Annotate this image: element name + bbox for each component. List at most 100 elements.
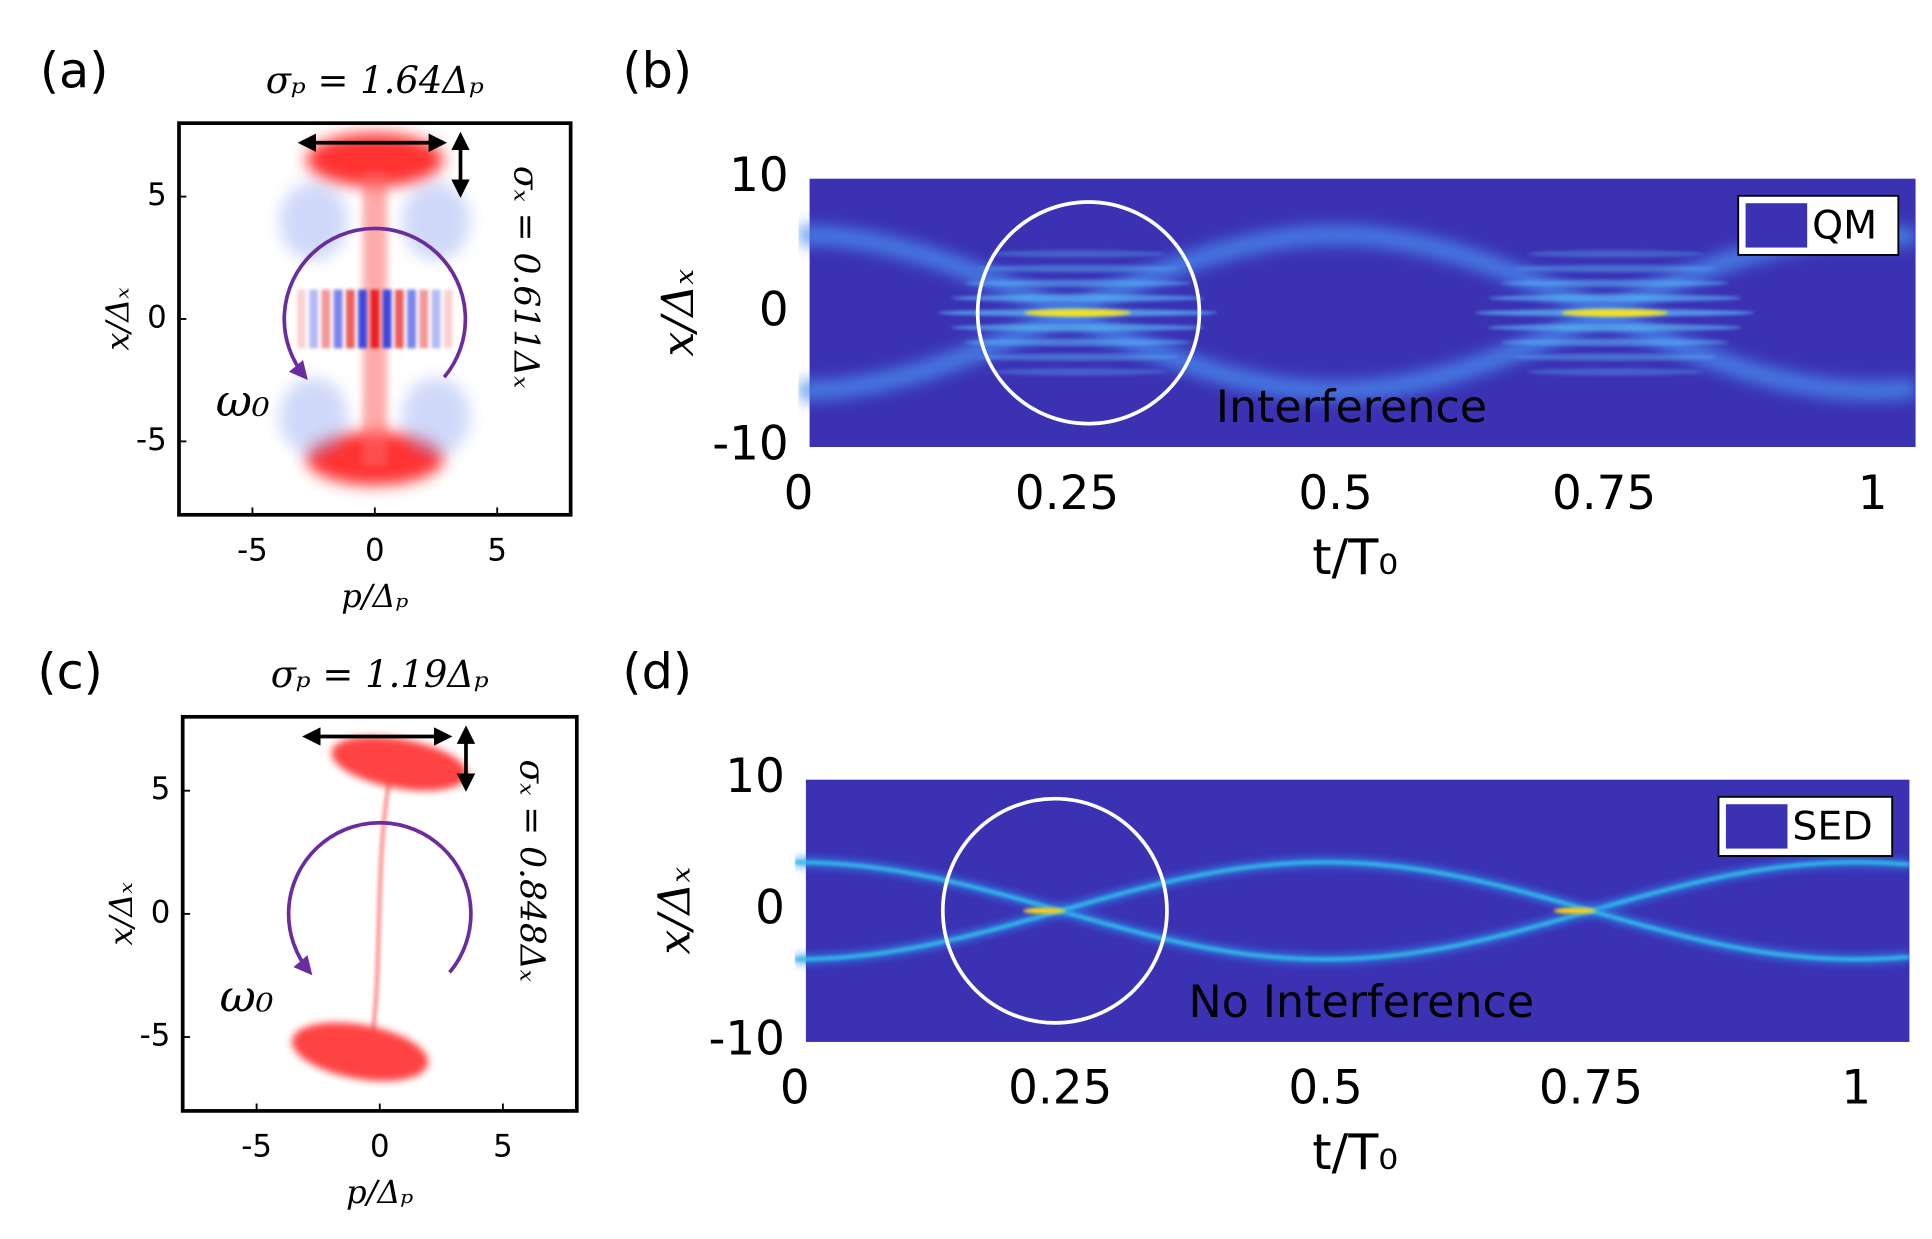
x-tick-label: 5 <box>493 1128 513 1164</box>
omega-label: ω₀ <box>216 376 270 427</box>
y-tick-label: 0 <box>759 283 789 337</box>
x-axis-label: p/Δₚ <box>346 1173 413 1211</box>
x-axis-label: t/T₀ <box>1312 528 1398 586</box>
fringe <box>407 289 416 349</box>
panel-label: (d) <box>622 642 692 700</box>
y-tick-label: -10 <box>709 1012 785 1066</box>
annotation: No Interference <box>1189 977 1535 1028</box>
y-tick-label: -5 <box>140 1018 171 1054</box>
omega-label: ω₀ <box>220 972 274 1023</box>
panel: (a) ω₀ σₓ = 0.611Δₓ σₚ = 1.64Δₚ -5 0 5 -5 0 5 p/Δₚ… <box>40 41 573 615</box>
peak <box>1561 309 1669 317</box>
fringe <box>989 250 1166 258</box>
x-tick-label: 0 <box>370 1128 390 1164</box>
legend-swatch <box>1725 804 1788 849</box>
y-tick-label: 10 <box>725 750 785 804</box>
fringe <box>394 289 404 349</box>
chart-title: σₚ = 1.64Δₚ <box>266 59 484 102</box>
panel-label: (b) <box>622 41 692 99</box>
fringe <box>382 289 392 349</box>
y-tick-label: 0 <box>147 299 167 335</box>
fringe <box>333 289 343 349</box>
x-axis-label: p/Δₚ <box>341 577 408 615</box>
y-axis-label: x/Δₓ <box>653 269 704 357</box>
cloud <box>331 736 468 791</box>
sigma-x-label: σₓ = 0.848Δₓ <box>512 760 552 982</box>
y-axis-label: x/Δₓ <box>649 867 700 955</box>
legend-swatch <box>1745 203 1808 248</box>
fringe <box>321 289 331 349</box>
fringe <box>1513 353 1716 361</box>
fringe <box>951 294 1205 302</box>
y-tick-label: 0 <box>755 881 785 935</box>
y-tick-label: 5 <box>151 771 171 807</box>
faint-lobe <box>279 181 348 261</box>
fringe <box>309 289 319 349</box>
x-tick-label: 1 <box>1841 1062 1871 1116</box>
x-tick-label: 0.25 <box>1008 1062 1112 1116</box>
fringe <box>976 353 1179 361</box>
fringe <box>976 264 1179 273</box>
y-tick-label: 10 <box>729 149 789 203</box>
fringe <box>1500 338 1729 347</box>
fringe <box>1526 250 1703 258</box>
y-tick-label: 0 <box>151 894 171 930</box>
density-core <box>794 860 1910 962</box>
fringe <box>963 338 1192 347</box>
y-tick-label: -10 <box>712 418 788 472</box>
density-core <box>794 860 1910 962</box>
x-tick-label: 0 <box>784 467 814 521</box>
cloud <box>291 1022 429 1082</box>
legend-label: QM <box>1812 202 1877 248</box>
fringe <box>431 289 441 349</box>
fringe <box>963 279 1192 287</box>
fringe <box>296 289 306 349</box>
sigma-x-label: σₓ = 0.611Δₓ <box>505 166 545 388</box>
highlight-circle <box>975 200 1202 426</box>
plot-area <box>179 123 571 515</box>
peak <box>1024 309 1132 317</box>
x-tick-label: 5 <box>487 532 507 568</box>
fringe <box>419 289 429 349</box>
plot-area <box>182 716 577 1111</box>
fringe <box>370 289 380 349</box>
y-axis-label: x/Δₓ <box>102 882 140 946</box>
x-tick-label: 0.5 <box>1288 1062 1362 1116</box>
x-tick-label: 0.75 <box>1552 467 1656 521</box>
rotation-arrow <box>286 820 473 976</box>
x-tick-label: 0.5 <box>1298 467 1372 521</box>
fringe <box>443 289 453 349</box>
x-tick-label: -5 <box>241 1128 272 1164</box>
panel-label: (c) <box>37 642 103 700</box>
panel-label: (a) <box>40 41 109 99</box>
rotation-arrow <box>282 226 468 381</box>
cloud-stem <box>369 777 393 1038</box>
fringe <box>951 323 1205 332</box>
chart-title: σₚ = 1.19Δₚ <box>271 653 489 696</box>
x-tick-label: -5 <box>237 532 268 568</box>
highlight-circle <box>940 796 1169 1025</box>
fringe <box>1488 323 1742 332</box>
legend-label: SED <box>1792 803 1872 849</box>
x-axis-label: t/T₀ <box>1312 1123 1398 1181</box>
fringe <box>1500 279 1729 287</box>
y-tick-label: -5 <box>136 422 167 458</box>
fringe <box>1488 294 1742 302</box>
fringe <box>345 289 355 349</box>
plot-area <box>798 178 1916 448</box>
annotation: Interference <box>1216 382 1487 433</box>
x-tick-label: 0.75 <box>1539 1062 1643 1116</box>
x-tick-label: 0 <box>365 532 385 568</box>
fringe <box>989 368 1166 376</box>
x-tick-label: 0.25 <box>1015 467 1119 521</box>
y-tick-label: 5 <box>147 177 167 213</box>
x-tick-label: 0 <box>780 1062 810 1116</box>
faint-lobe <box>401 377 471 457</box>
peak <box>1023 907 1066 914</box>
y-axis-label: x/Δₓ <box>98 287 136 351</box>
fringe <box>1513 264 1716 273</box>
